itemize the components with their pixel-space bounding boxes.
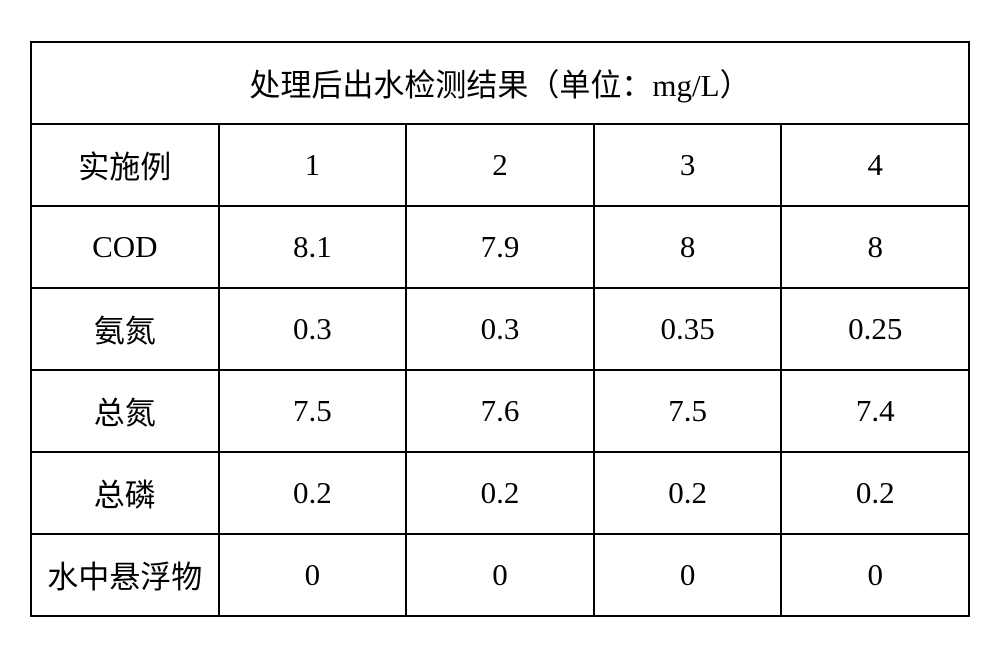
cell-value: 0.35 (594, 288, 782, 370)
cell-value: 7.9 (406, 206, 594, 288)
cell-value: 0.2 (406, 452, 594, 534)
cell-value: 0.3 (219, 288, 407, 370)
header-col-4: 4 (781, 124, 969, 206)
header-col-3: 3 (594, 124, 782, 206)
cell-value: 0.2 (781, 452, 969, 534)
cell-value: 0.2 (219, 452, 407, 534)
cell-value: 7.5 (219, 370, 407, 452)
header-col-2: 2 (406, 124, 594, 206)
cell-value: 0.25 (781, 288, 969, 370)
cell-value: 0 (219, 534, 407, 616)
table-body: 实施例 1 2 3 4 COD 8.1 7.9 8 8 氨氮 0.3 0.3 0… (31, 124, 969, 616)
table-row: 总氮 7.5 7.6 7.5 7.4 (31, 370, 969, 452)
results-table: 处理后出水检测结果（单位：mg/L） 实施例 1 2 3 4 COD 8.1 7… (30, 41, 970, 617)
cell-value: 0.2 (594, 452, 782, 534)
cell-value: 0.3 (406, 288, 594, 370)
header-label: 实施例 (31, 124, 219, 206)
cell-value: 8 (594, 206, 782, 288)
table-row: 氨氮 0.3 0.3 0.35 0.25 (31, 288, 969, 370)
cell-value: 8 (781, 206, 969, 288)
table-header-row: 实施例 1 2 3 4 (31, 124, 969, 206)
cell-value: 8.1 (219, 206, 407, 288)
cell-value: 7.5 (594, 370, 782, 452)
table-row: 总磷 0.2 0.2 0.2 0.2 (31, 452, 969, 534)
table-row: COD 8.1 7.9 8 8 (31, 206, 969, 288)
row-label: 总氮 (31, 370, 219, 452)
cell-value: 7.6 (406, 370, 594, 452)
row-label: COD (31, 206, 219, 288)
table-row: 水中悬浮物 0 0 0 0 (31, 534, 969, 616)
cell-value: 7.4 (781, 370, 969, 452)
cell-value: 0 (594, 534, 782, 616)
cell-value: 0 (781, 534, 969, 616)
results-table-container: 处理后出水检测结果（单位：mg/L） 实施例 1 2 3 4 COD 8.1 7… (30, 41, 970, 617)
row-label: 氨氮 (31, 288, 219, 370)
header-col-1: 1 (219, 124, 407, 206)
row-label: 水中悬浮物 (31, 534, 219, 616)
table-title-row: 处理后出水检测结果（单位：mg/L） (31, 42, 969, 124)
row-label: 总磷 (31, 452, 219, 534)
cell-value: 0 (406, 534, 594, 616)
table-title: 处理后出水检测结果（单位：mg/L） (31, 42, 969, 124)
